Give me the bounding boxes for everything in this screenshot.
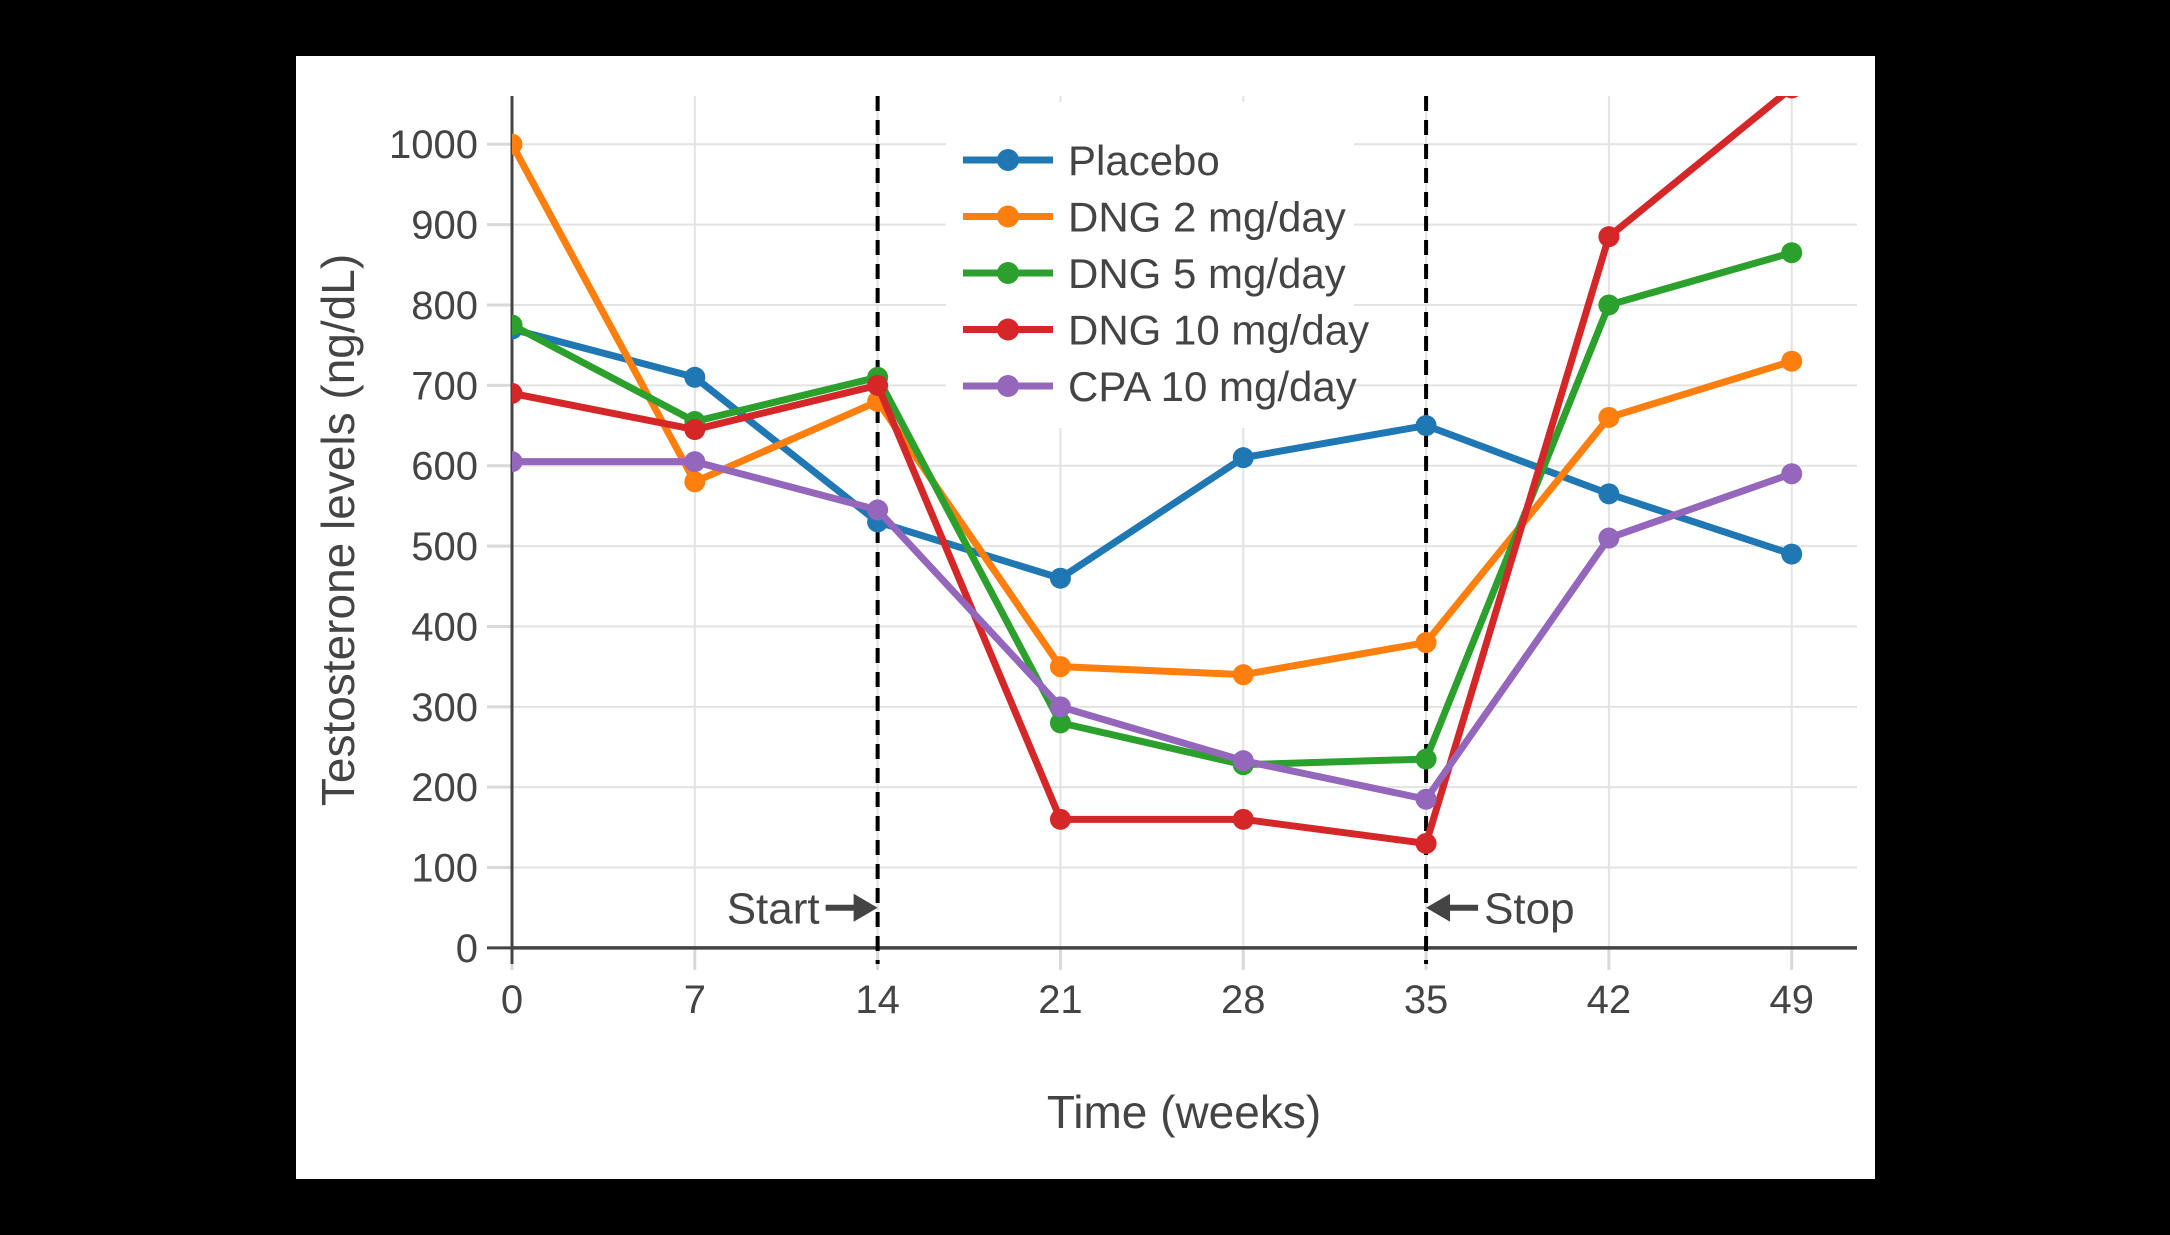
data-point-cpa-10-mg-day <box>1598 527 1620 549</box>
legend-item-dng-2-mg-day[interactable]: DNG 2 mg/day <box>963 194 1346 241</box>
data-point-cpa-10-mg-day <box>512 451 523 473</box>
series-layer <box>512 96 1803 854</box>
tick-layer: 0 100 200 300 400 500 600 700 800 900 1000 0 7 14 21 28… <box>389 123 1814 1022</box>
annotation-arrow-head <box>853 893 878 922</box>
data-point-dng-10-mg-day <box>1784 96 1799 99</box>
data-point-dng-2-mg-day <box>1049 656 1071 678</box>
legend-sample-dot <box>997 318 1019 341</box>
x-tick-label: 0 <box>501 978 523 1022</box>
data-point-dng-5-mg-day <box>1415 748 1437 770</box>
data-point-dng-2-mg-day <box>1415 632 1437 654</box>
legend-label: DNG 10 mg/day <box>1068 307 1369 354</box>
legend-label: DNG 2 mg/day <box>1068 194 1346 241</box>
x-tick-label: 49 <box>1769 978 1814 1022</box>
x-tick-label: 21 <box>1038 978 1083 1022</box>
y-tick-label: 0 <box>456 927 478 971</box>
data-point-dng-2-mg-day <box>512 133 523 155</box>
series-line-dng-10-mg-day <box>512 96 1788 847</box>
axis-layer <box>510 96 1857 964</box>
data-point-placebo <box>1232 447 1254 469</box>
annotation-layer: Start Stop <box>727 885 1575 934</box>
data-point-dng-10-mg-day <box>1049 808 1071 830</box>
data-point-cpa-10-mg-day <box>867 499 889 521</box>
data-point-dng-5-mg-day <box>512 314 523 336</box>
annotation-text: Stop <box>1484 885 1575 934</box>
annotation-stop: Stop <box>1426 885 1575 934</box>
series-line-placebo <box>512 325 1796 582</box>
line-chart: 0 100 200 300 400 500 600 700 800 900 1000 0 7 14 21 28… <box>312 96 1857 1138</box>
data-point-dng-10-mg-day <box>1598 226 1620 248</box>
x-tick-label: 14 <box>855 978 900 1022</box>
legend-label: Placebo <box>1068 137 1220 184</box>
chart-card: 0 100 200 300 400 500 600 700 800 900 1000 0 7 14 21 28… <box>296 56 1875 1179</box>
legend-sample-dot <box>997 205 1019 228</box>
legend-sample-dot <box>997 375 1019 397</box>
data-point-placebo <box>1598 483 1620 505</box>
data-point-dng-10-mg-day <box>684 419 706 441</box>
series-dng-10-mg-day <box>512 96 1799 854</box>
data-point-dng-10-mg-day <box>1415 832 1437 854</box>
data-point-placebo <box>684 366 706 388</box>
y-tick-label: 900 <box>411 204 478 248</box>
data-point-dng-5-mg-day <box>1049 712 1071 734</box>
series-dng-5-mg-day <box>512 242 1803 776</box>
data-point-dng-10-mg-day <box>867 374 889 396</box>
data-point-placebo <box>1415 415 1437 437</box>
data-point-placebo <box>1049 567 1071 589</box>
annotation-arrow-head <box>1426 893 1451 922</box>
legend-label: DNG 5 mg/day <box>1068 250 1346 297</box>
annotation-text: Start <box>727 885 820 934</box>
x-tick-label: 28 <box>1221 978 1266 1022</box>
y-tick-label: 200 <box>411 766 478 810</box>
data-point-cpa-10-mg-day <box>684 451 706 473</box>
data-point-cpa-10-mg-day <box>1415 788 1437 810</box>
y-tick-label: 100 <box>411 847 478 891</box>
y-axis-title: Testosterone levels (ng/dL) <box>312 254 364 806</box>
legend: Placebo DNG 2 mg/day DNG 5 mg/day DNG 10 mg… <box>946 102 1369 428</box>
series-cpa-10-mg-day <box>512 451 1803 810</box>
legend-item-placebo[interactable]: Placebo <box>963 137 1220 184</box>
data-point-dng-10-mg-day <box>1232 808 1254 830</box>
data-point-cpa-10-mg-day <box>1049 696 1071 718</box>
y-tick-label: 1000 <box>389 123 478 167</box>
y-tick-label: 700 <box>411 364 478 408</box>
legend-sample-dot <box>997 149 1019 171</box>
x-axis-title: Time (weeks) <box>1047 1086 1321 1138</box>
y-tick-label: 400 <box>411 605 478 649</box>
data-point-dng-2-mg-day <box>684 471 706 493</box>
legend-sample-dot <box>997 262 1019 284</box>
data-point-placebo <box>1781 543 1803 565</box>
data-point-dng-2-mg-day <box>1781 350 1803 372</box>
legend-item-dng-10-mg-day[interactable]: DNG 10 mg/day <box>963 307 1369 354</box>
y-tick-label: 600 <box>411 445 478 489</box>
data-point-cpa-10-mg-day <box>1232 750 1254 772</box>
annotation-start: Start <box>727 885 878 934</box>
data-point-dng-2-mg-day <box>1232 664 1254 686</box>
data-point-dng-2-mg-day <box>1598 406 1620 428</box>
legend-label: CPA 10 mg/day <box>1068 363 1357 410</box>
x-tick-label: 7 <box>684 978 706 1022</box>
data-point-cpa-10-mg-day <box>1781 463 1803 485</box>
data-point-dng-10-mg-day <box>512 382 523 404</box>
data-point-dng-5-mg-day <box>1781 242 1803 264</box>
series-line-cpa-10-mg-day <box>512 458 1796 803</box>
x-tick-label: 42 <box>1587 978 1632 1022</box>
x-tick-label: 35 <box>1404 978 1449 1022</box>
legend-item-cpa-10-mg-day[interactable]: CPA 10 mg/day <box>963 363 1357 410</box>
series-line-dng-5-mg-day <box>512 249 1796 769</box>
y-tick-label: 500 <box>411 525 478 569</box>
data-point-dng-5-mg-day <box>1598 294 1620 316</box>
legend-item-dng-5-mg-day[interactable]: DNG 5 mg/day <box>963 250 1346 297</box>
y-tick-label: 800 <box>411 284 478 328</box>
y-tick-label: 300 <box>411 686 478 730</box>
